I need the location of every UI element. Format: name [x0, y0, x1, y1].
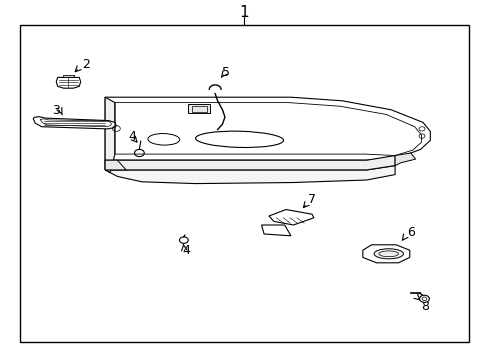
Text: 4: 4 [182, 244, 189, 257]
Polygon shape [105, 156, 394, 170]
Polygon shape [394, 153, 415, 166]
Polygon shape [105, 97, 115, 173]
Text: 1: 1 [239, 5, 249, 20]
Polygon shape [188, 104, 210, 113]
Text: 2: 2 [81, 58, 89, 71]
Polygon shape [56, 77, 81, 88]
Bar [20, 25, 468, 342]
Polygon shape [268, 210, 313, 225]
Polygon shape [362, 245, 409, 263]
Circle shape [419, 295, 428, 302]
Text: 4: 4 [128, 130, 136, 143]
Ellipse shape [373, 249, 403, 259]
Polygon shape [105, 166, 394, 184]
Text: 7: 7 [307, 193, 315, 206]
Polygon shape [105, 160, 126, 170]
Polygon shape [261, 225, 290, 236]
Text: 6: 6 [406, 226, 414, 239]
Polygon shape [105, 97, 429, 160]
Text: 8: 8 [421, 300, 428, 313]
Text: 3: 3 [52, 104, 60, 117]
Text: 5: 5 [222, 66, 230, 78]
Polygon shape [33, 117, 116, 129]
